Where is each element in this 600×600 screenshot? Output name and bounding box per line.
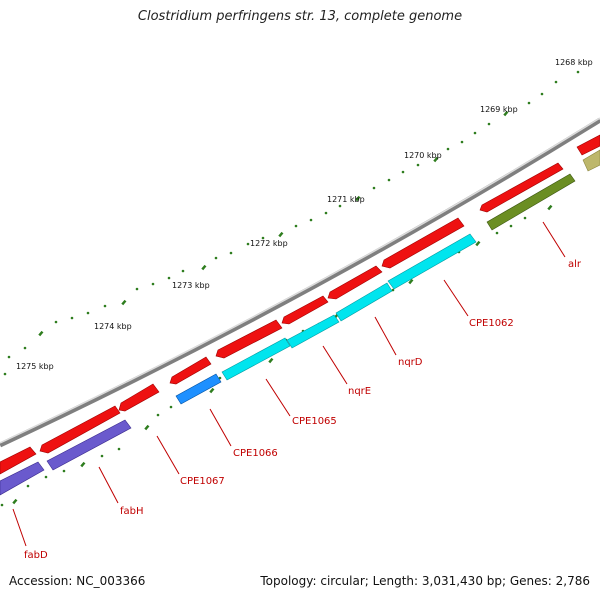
label-leaders: [12, 221, 566, 547]
gene-label-fabd[interactable]: fabD: [24, 550, 48, 561]
kbp-label-1268: 1268 kbp: [555, 58, 593, 67]
gene-nqre-fwd[interactable]: [281, 295, 329, 325]
outer-tick-ring: [3, 70, 580, 376]
kbp-label-1274: 1274 kbp: [94, 322, 132, 331]
gene-fabd-inner[interactable]: [0, 461, 45, 496]
gene-cpe1062-inner[interactable]: [387, 233, 477, 290]
genome-summary-text: Topology: circular; Length: 3,031,430 bp…: [260, 574, 590, 588]
gene-cpe1065-fwd[interactable]: [215, 319, 283, 359]
map-title: Clostridium perfringens str. 13, complet…: [137, 9, 463, 24]
gene-label-nqrd[interactable]: nqrD: [398, 357, 423, 368]
kbp-label-1272: 1272 kbp: [250, 239, 288, 248]
kbp-label-1270: 1270 kbp: [404, 151, 442, 160]
gene-next-inner[interactable]: [582, 149, 600, 172]
gene-cpe1066-inner[interactable]: [175, 373, 222, 405]
gene-nqrd-inner[interactable]: [335, 282, 393, 322]
gene-label-nqre[interactable]: nqrE: [348, 386, 371, 397]
gene-label-alr[interactable]: alr: [568, 259, 582, 270]
gene-fabd-fwd[interactable]: [0, 446, 37, 475]
accession-text: Accession: NC_003366: [9, 574, 146, 588]
gene-label-cpe1065[interactable]: CPE1065: [292, 416, 337, 427]
gene-fabh-inner[interactable]: [46, 419, 132, 471]
gene-alr-fwd[interactable]: [479, 162, 564, 213]
gene-label-cpe1062[interactable]: CPE1062: [469, 318, 514, 329]
gene-fabh-fwd[interactable]: [39, 405, 121, 454]
inner-tick-ring: [0, 204, 553, 507]
gene-label-cpe1067[interactable]: CPE1067: [180, 476, 225, 487]
kbp-label-1269: 1269 kbp: [480, 105, 518, 114]
chromosome-backbone: [0, 117, 600, 448]
gene-label-cpe1066[interactable]: CPE1066: [233, 448, 278, 459]
kbp-label-1271: 1271 kbp: [327, 195, 365, 204]
gene-cpe1062-fwd[interactable]: [381, 217, 465, 269]
forward-strand-genes: [0, 162, 564, 475]
gene-cpe1067-fwd[interactable]: [118, 383, 160, 412]
gene-cpe1066-fwd[interactable]: [169, 356, 212, 385]
gene-cpe1065-inner[interactable]: [221, 337, 291, 381]
gene-alr-inner[interactable]: [486, 173, 576, 231]
gene-next-fwd[interactable]: [576, 134, 600, 156]
gene-label-fabh[interactable]: fabH: [120, 506, 144, 517]
gene-nqre-inner[interactable]: [286, 314, 340, 349]
kbp-label-1275: 1275 kbp: [16, 362, 54, 371]
gene-nqrd-fwd[interactable]: [327, 265, 383, 300]
kbp-label-1273: 1273 kbp: [172, 281, 210, 290]
